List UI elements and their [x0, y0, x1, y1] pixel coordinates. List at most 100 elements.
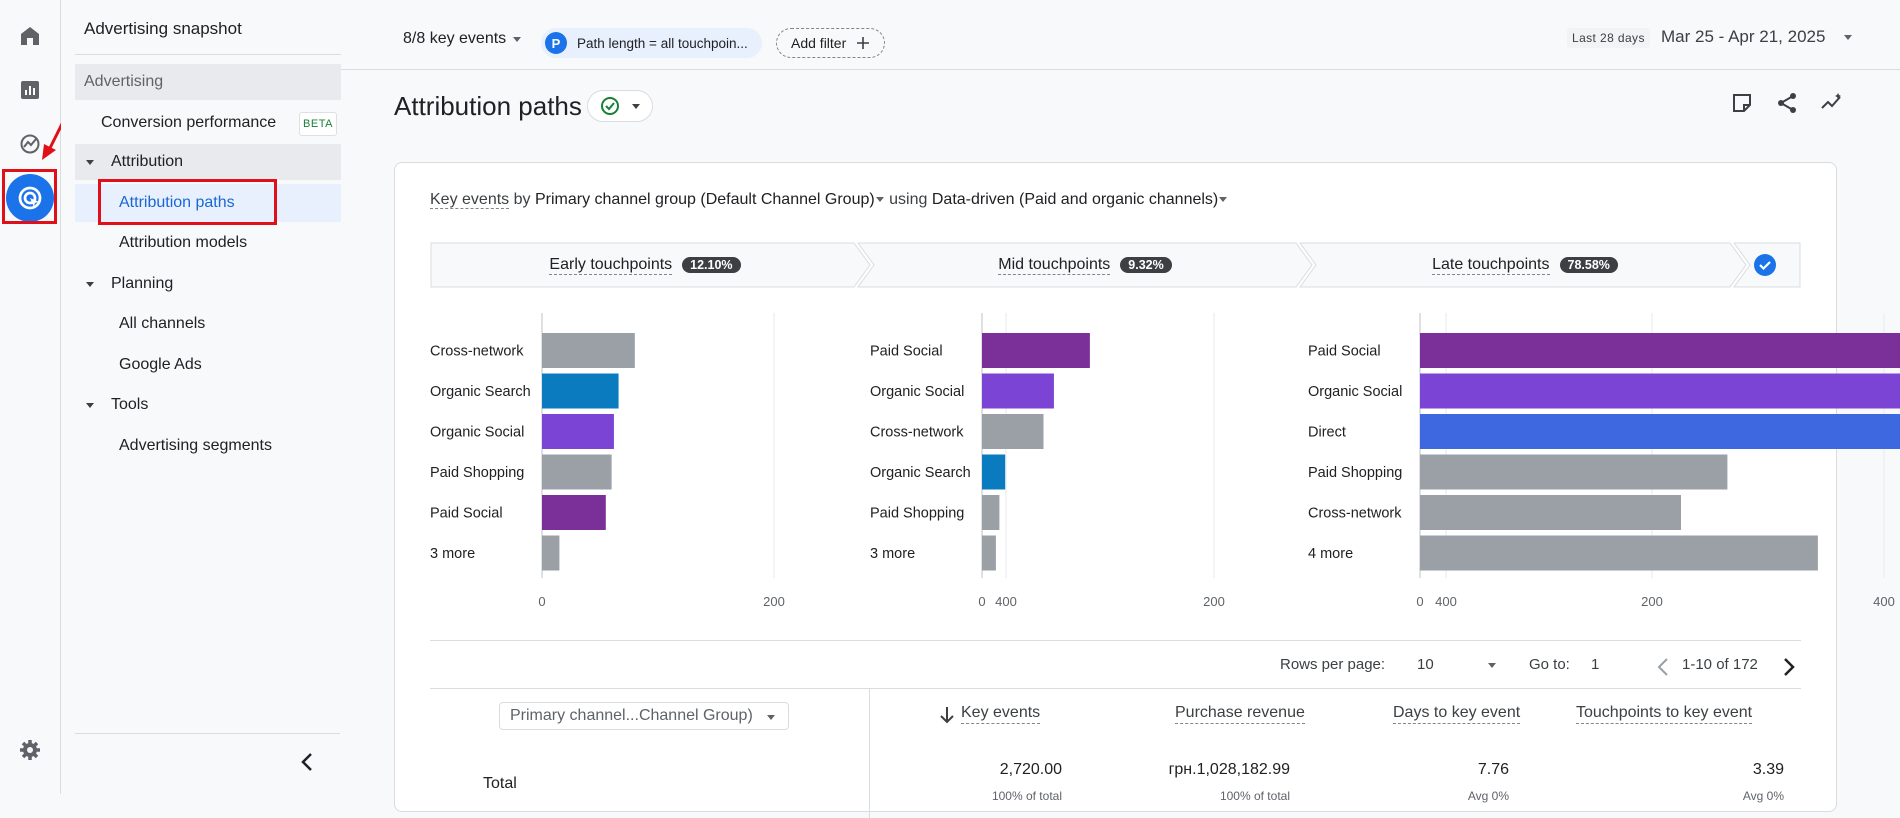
- category-label: Cross-network: [870, 425, 964, 441]
- sort-arrow-down-icon[interactable]: [939, 706, 955, 724]
- step-percent: 78.58%: [1559, 257, 1618, 273]
- step-mid[interactable]: Mid touchpoints 9.32%: [870, 242, 1300, 288]
- sidebar-item-attribution-paths[interactable]: Attribution paths: [119, 194, 235, 211]
- table-column-divider: [869, 688, 870, 818]
- caret-down-icon: [1488, 662, 1496, 668]
- chevron-left-icon[interactable]: [1656, 657, 1670, 677]
- total-sub-purchase-revenue: 100% of total: [1219, 789, 1290, 803]
- rows-value: 10: [1417, 656, 1434, 673]
- bar[interactable]: [542, 373, 619, 409]
- column-header-days-to-key-event[interactable]: Days to key event: [1393, 704, 1521, 724]
- column-header-key-events[interactable]: Key events: [961, 704, 1041, 724]
- plus-icon: [857, 37, 870, 49]
- sidebar-group-planning[interactable]: Planning: [75, 266, 399, 302]
- status-dropdown[interactable]: [587, 90, 653, 122]
- category-label: Organic Search: [430, 384, 531, 400]
- settings-icon[interactable]: [10, 730, 50, 770]
- model-select[interactable]: Data-driven (Paid and organic channels): [931, 191, 1219, 208]
- step-label: Early touchpoints: [549, 255, 673, 275]
- category-label: Paid Social: [430, 506, 503, 522]
- home-icon[interactable]: [10, 16, 50, 56]
- date-range-picker[interactable]: Mar 25 - Apr 21, 2025: [1661, 27, 1853, 47]
- chart-late: 0 200 400 Paid Social Organic Social Direct Pa…: [1308, 313, 1900, 613]
- advertising-snapshot-link[interactable]: Advertising snapshot: [84, 19, 242, 38]
- share-icon[interactable]: [1772, 88, 1802, 118]
- bar[interactable]: [1420, 333, 1900, 368]
- table-dimension-select[interactable]: Primary channel...Channel Group): [499, 702, 789, 730]
- bar[interactable]: [1420, 495, 1681, 530]
- check-circle-icon[interactable]: [1752, 252, 1778, 278]
- x-tick-label: 400: [1873, 594, 1895, 609]
- x-tick-label: 0: [978, 594, 985, 609]
- advertising-icon[interactable]: [6, 174, 54, 222]
- bar[interactable]: [1420, 535, 1818, 571]
- chip-label: Path length = all touchpoin...: [577, 35, 748, 51]
- total-row-label: Total: [483, 775, 517, 792]
- customize-report-icon[interactable]: [1727, 88, 1757, 118]
- category-label: Paid Shopping: [430, 465, 524, 481]
- bar-chart: 0 200 400 Paid Social Organic Social Direct Pa…: [1308, 313, 1900, 609]
- key-events-select[interactable]: 8/8 key events: [403, 30, 522, 48]
- category-label: Cross-network: [430, 344, 524, 360]
- attribution-card: Key events by Primary channel group (Def…: [394, 162, 1900, 818]
- sidebar-group-tools[interactable]: Tools: [75, 387, 399, 423]
- caret-down-icon[interactable]: [875, 194, 885, 204]
- collapse-chevron-left-icon[interactable]: [299, 752, 315, 772]
- bar[interactable]: [1420, 454, 1728, 490]
- add-filter-button[interactable]: Add filter: [776, 28, 886, 58]
- total-sub-key-events: 100% of total: [991, 789, 1062, 803]
- total-sub-days: Avg 0%: [1467, 789, 1509, 803]
- bar[interactable]: [982, 373, 1054, 409]
- bar[interactable]: [542, 454, 612, 490]
- group-label: Attribution: [111, 153, 184, 170]
- sidebar-item-advertising-segments[interactable]: Advertising segments: [119, 437, 272, 454]
- bar[interactable]: [542, 414, 614, 449]
- bar[interactable]: [982, 495, 1000, 530]
- step-percent: 12.10%: [682, 257, 741, 273]
- insights-icon[interactable]: [1817, 88, 1847, 118]
- rows-per-page-label: Rows per page:: [1280, 656, 1386, 673]
- explore-icon[interactable]: [10, 124, 50, 164]
- step-late[interactable]: Late touchpoints 78.58%: [1310, 242, 1740, 288]
- category-label: Direct: [1308, 425, 1346, 441]
- bar[interactable]: [542, 535, 560, 571]
- chart-description: Key events by Primary channel group (Def…: [430, 191, 1228, 209]
- column-header-touchpoints[interactable]: Touchpoints to key event: [1576, 704, 1753, 724]
- step-early[interactable]: Early touchpoints 12.10%: [430, 242, 860, 288]
- card-divider: [430, 640, 1801, 641]
- chevron-right-icon[interactable]: [1782, 657, 1796, 677]
- sidebar-item-google-ads[interactable]: Google Ads: [119, 356, 202, 373]
- column-header-purchase-revenue[interactable]: Purchase revenue: [1175, 704, 1305, 724]
- goto-input[interactable]: 1: [1591, 656, 1600, 673]
- touchpoint-steps: Early touchpoints 12.10% Mid touchpoints…: [430, 242, 1801, 288]
- bar[interactable]: [1420, 414, 1900, 449]
- step-percent: 9.32%: [1120, 257, 1172, 273]
- filter-chip[interactable]: P Path length = all touchpoin...: [541, 28, 762, 58]
- goto-label: Go to:: [1529, 656, 1570, 673]
- metric-link[interactable]: Key events: [430, 191, 510, 209]
- bar[interactable]: [982, 454, 1006, 490]
- total-key-events: 2,720.00: [999, 761, 1062, 778]
- section-label: Advertising: [84, 73, 164, 90]
- bar[interactable]: [1420, 373, 1900, 409]
- caret-down-icon[interactable]: [1218, 194, 1228, 204]
- bar[interactable]: [982, 535, 996, 571]
- bar[interactable]: [542, 333, 635, 368]
- reports-icon[interactable]: [10, 70, 50, 110]
- dimension-select[interactable]: Primary channel group (Default Channel G…: [534, 191, 875, 208]
- rows-per-page-select[interactable]: 10: [1417, 656, 1497, 673]
- sidebar-item-conversion-performance[interactable]: Conversion performance: [101, 114, 277, 131]
- sidebar-item-attribution-models[interactable]: Attribution models: [119, 234, 248, 251]
- bar[interactable]: [982, 414, 1044, 449]
- caret-down-icon: [767, 715, 775, 720]
- category-label: Organic Social: [1308, 384, 1402, 400]
- top-bar: 8/8 key events P Path length = all touch…: [341, 0, 1900, 70]
- bar[interactable]: [542, 495, 606, 530]
- nav-rail: [0, 0, 72, 794]
- bar[interactable]: [982, 333, 1090, 368]
- chart-early: 0 200 400 Cross-network Organic Search Organi…: [430, 313, 1017, 613]
- sidebar-item-all-channels[interactable]: All channels: [119, 315, 206, 332]
- add-filter-label: Add filter: [791, 35, 847, 51]
- sidebar: Advertising snapshot Advertising Convers…: [61, 0, 399, 794]
- chip-avatar: P: [545, 32, 567, 54]
